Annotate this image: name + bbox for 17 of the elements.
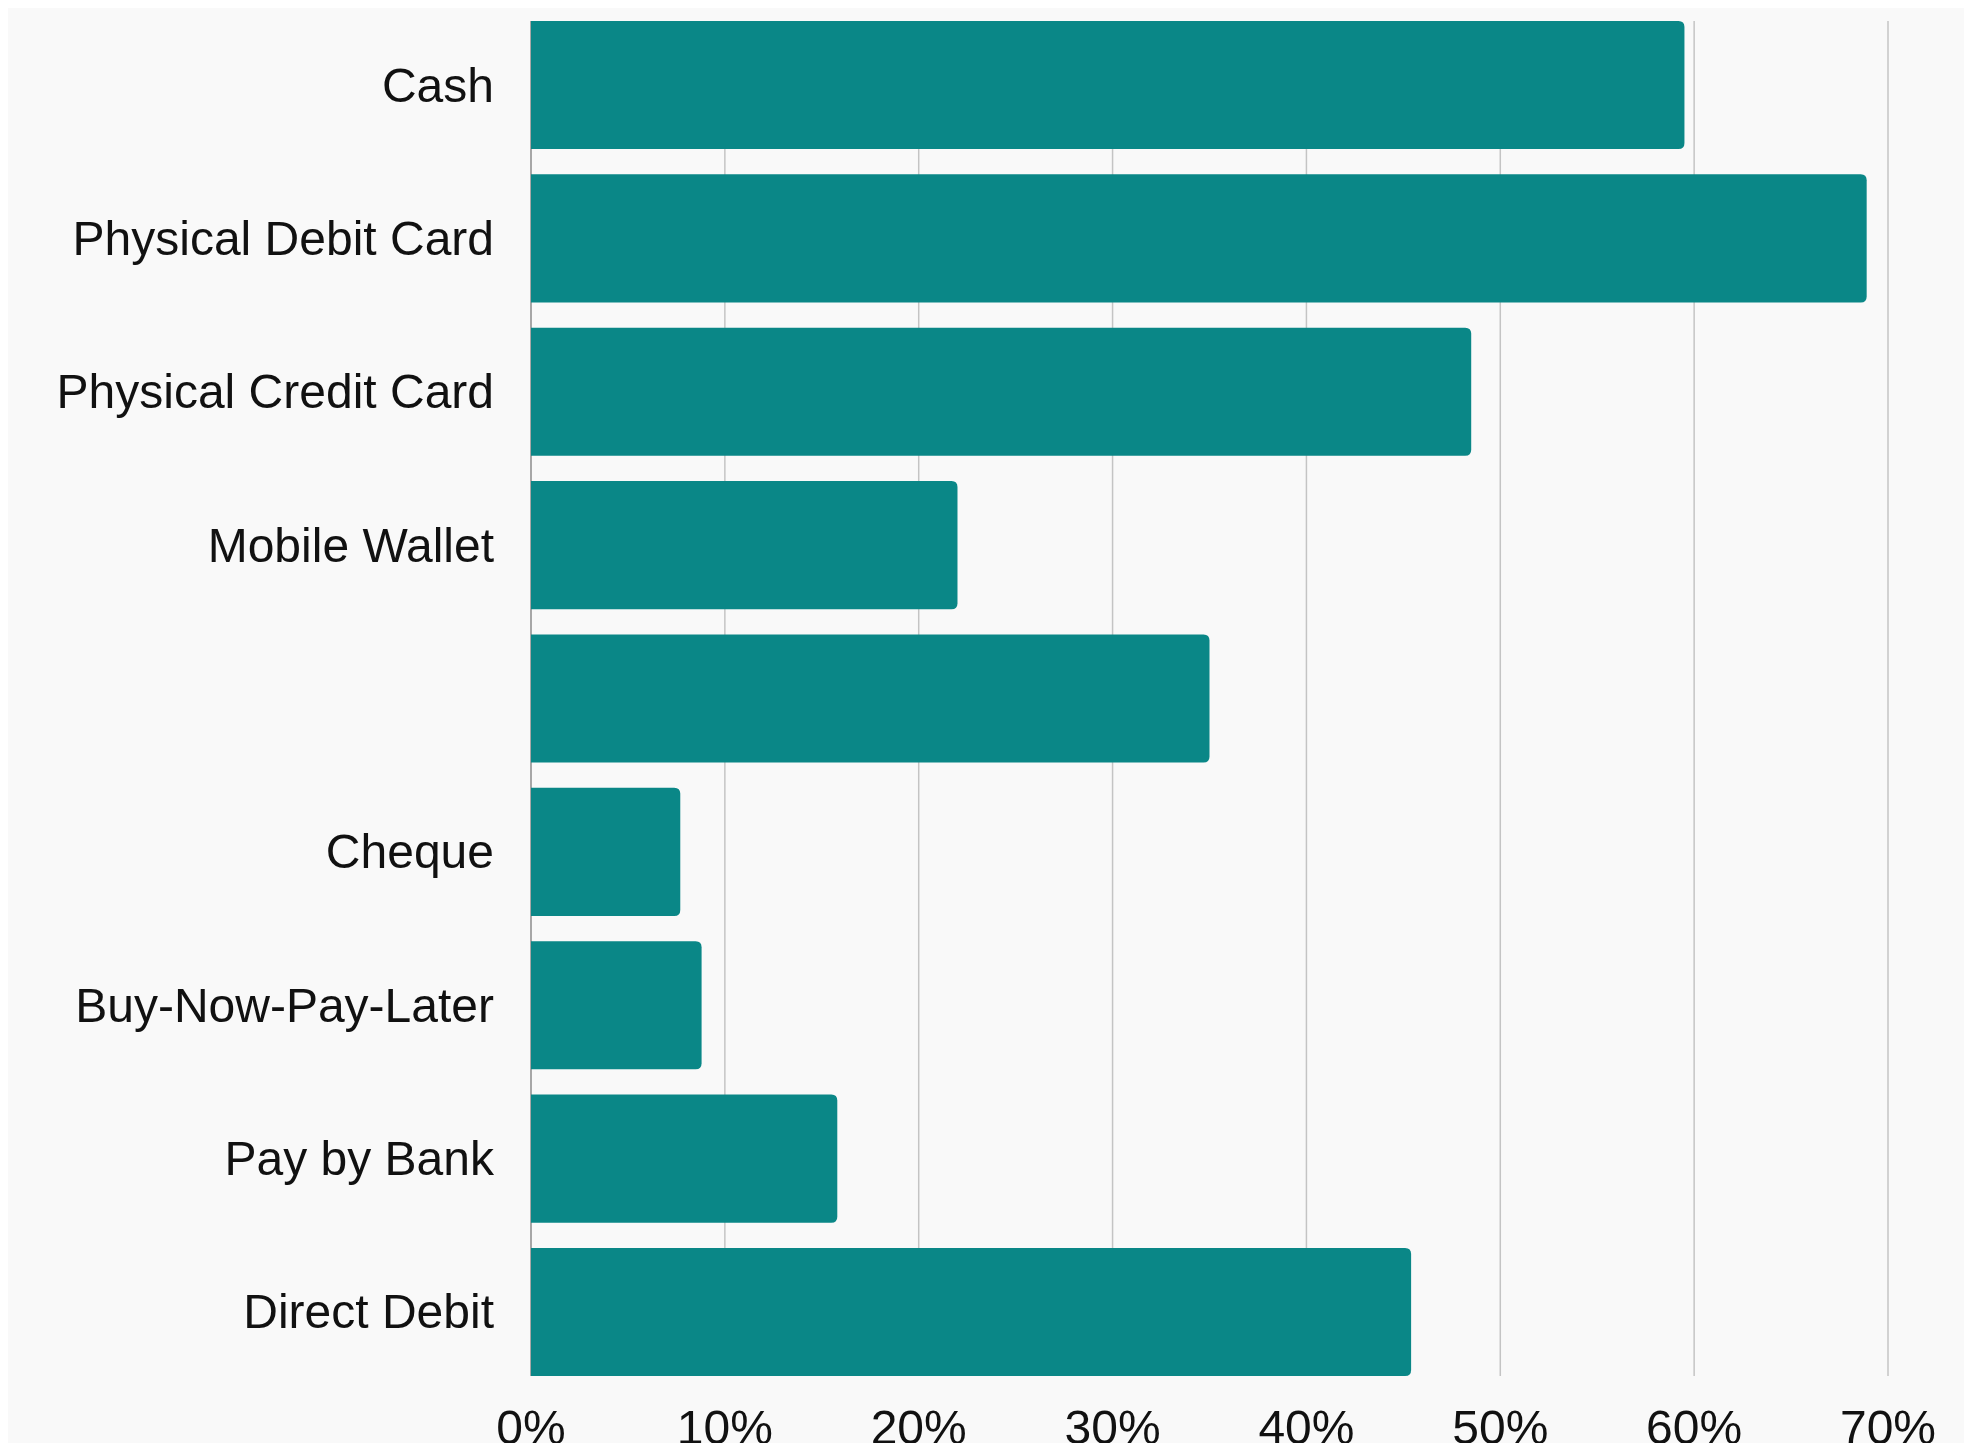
y-tick-label: Pay by Bank (224, 1132, 495, 1186)
y-tick-label: Buy-Now-Pay-Later (75, 978, 495, 1032)
y-tick-label: Cheque (325, 825, 494, 879)
y-tick-label: Physical Credit Card (56, 365, 494, 419)
y-tick-label: Physical Debit Card (72, 211, 494, 265)
bar (531, 21, 1685, 150)
bar (531, 941, 702, 1070)
bar (531, 481, 958, 610)
bar (531, 1094, 838, 1223)
y-tick-label: Cash (381, 58, 494, 112)
bar (531, 174, 1867, 303)
y-tick-label: Direct Debit (243, 1285, 494, 1339)
bar (531, 787, 681, 916)
y-tick-label: Mobile Wallet (207, 518, 494, 572)
bar (531, 1247, 1412, 1376)
bar (531, 327, 1472, 456)
bar (531, 634, 1210, 763)
